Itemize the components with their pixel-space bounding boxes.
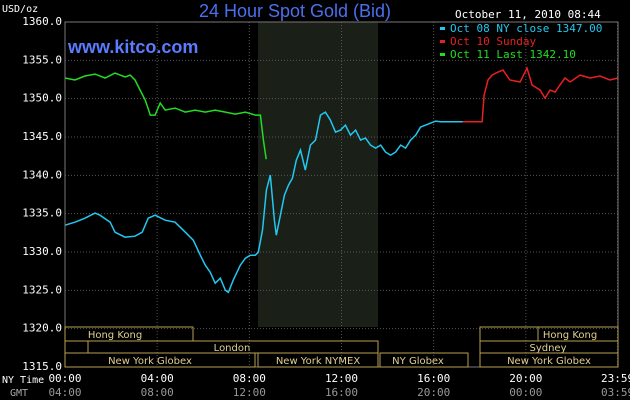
session-box <box>479 352 619 368</box>
y-tick-label: 1340.0 <box>22 168 62 181</box>
chart-title: 24 Hour Spot Gold (Bid) <box>199 1 391 21</box>
x-tick-label: 08:00 <box>233 372 266 385</box>
x-tick-label: 16:00 <box>417 372 450 385</box>
price-line <box>64 111 463 294</box>
watermark: www.kitco.com <box>67 37 198 57</box>
y-tick-label: 1325.0 <box>22 283 62 296</box>
x-tick-label: 20:00 <box>509 372 542 385</box>
session-label: Sydney <box>529 343 566 354</box>
session-label: Hong Kong <box>88 330 142 341</box>
session-label: New York NYMEX <box>276 356 361 367</box>
y-tick-label: 1335.0 <box>22 207 62 220</box>
y-tick-label: 1360.0 <box>22 15 62 28</box>
price-line <box>462 66 619 123</box>
x2-axis-label: GMT <box>10 388 28 399</box>
session-label: London <box>214 343 251 354</box>
y-axis-label: USD/oz <box>2 4 38 15</box>
y-tick-label: 1350.0 <box>22 92 62 105</box>
x-tick-label: 04:00 <box>141 372 174 385</box>
session-box <box>64 352 256 368</box>
x2-tick-label: 16:00 <box>325 386 358 399</box>
session-box <box>257 352 379 368</box>
x2-tick-label: 12:00 <box>233 386 266 399</box>
session-label: New York Globex <box>108 356 192 367</box>
price-line <box>64 72 267 160</box>
x2-tick-label: 08:00 <box>141 386 174 399</box>
x2-tick-label: 00:00 <box>509 386 542 399</box>
session-box <box>379 352 469 368</box>
y-tick-label: 1315.0 <box>22 360 62 373</box>
timestamp: October 11, 2010 08:44 <box>455 8 601 21</box>
legend-swatch <box>440 27 445 30</box>
legend-swatch <box>440 40 445 43</box>
x2-tick-label: 04:00 <box>48 386 81 399</box>
y-tick-label: 1330.0 <box>22 245 62 258</box>
x2-tick-label: 20:00 <box>417 386 450 399</box>
session-label: NY Globex <box>392 356 444 367</box>
y-tick-label: 1320.0 <box>22 322 62 335</box>
x-tick-label: 00:00 <box>48 372 81 385</box>
plot <box>64 66 619 294</box>
session-label: New York Globex <box>507 356 591 367</box>
legend-label: Oct 11 Last 1342.10 <box>450 48 576 61</box>
y-tick-label: 1355.0 <box>22 53 62 66</box>
nymex-shade <box>258 22 378 327</box>
legend-label: Oct 08 NY close 1347.00 <box>450 22 602 35</box>
x-axis-label: NY Time <box>2 375 44 386</box>
legend-swatch <box>440 53 445 56</box>
x-tick-label: 12:00 <box>325 372 358 385</box>
legend-label: Oct 10 Sunday <box>450 35 536 48</box>
x-tick-label: 23:59 <box>601 372 630 385</box>
session-label: Hong Kong <box>543 330 597 341</box>
x2-tick-label: 03:59 <box>601 386 630 399</box>
y-tick-label: 1345.0 <box>22 130 62 143</box>
